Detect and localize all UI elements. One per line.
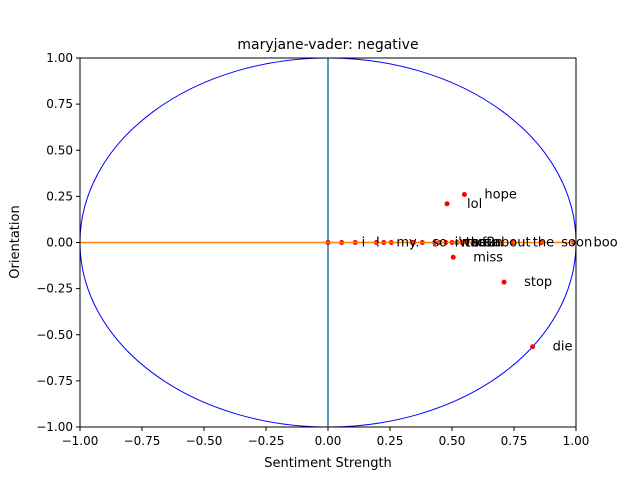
y-tick-label: 0.00: [46, 236, 73, 250]
point-label: i'm: [455, 236, 475, 251]
point-label: want: [460, 236, 492, 251]
data-point: [444, 201, 450, 207]
y-tick-label: 0.75: [46, 97, 73, 111]
y-axis: −1.00 −0.75 −0.50 −0.25 0.00 0.25 0.50 0.75 1.00: [36, 51, 80, 434]
point-label: about: [493, 236, 531, 251]
x-tick-label: 0.50: [439, 434, 466, 448]
point-label: can: [477, 236, 500, 251]
point-label: 2: [487, 236, 495, 251]
point-label: fun: [482, 236, 503, 251]
point-label: so: [472, 236, 487, 251]
y-axis-label: Orientation: [8, 205, 23, 278]
point-label: boo: [594, 236, 618, 251]
x-tick-label: 0.75: [501, 434, 528, 448]
point-label: the: [466, 236, 487, 251]
point-label: hope: [484, 188, 516, 203]
x-tick-label: −0.50: [186, 434, 223, 448]
point-label: soon: [561, 236, 592, 251]
y-tick-label: 1.00: [46, 51, 73, 65]
point-label: ..: [411, 236, 419, 251]
y-tick-label: 0.50: [46, 143, 73, 157]
point-label: !: [375, 236, 380, 251]
data-point: [530, 344, 536, 350]
point-label: my: [396, 236, 417, 251]
data-point: [461, 192, 467, 198]
point-label: stop: [524, 275, 552, 290]
x-axis-label: Sentiment Strength: [264, 456, 392, 471]
plot-area: [80, 58, 576, 427]
point-label: die: [553, 340, 573, 355]
chart-title: maryjane-vader: negative: [237, 37, 418, 53]
y-tick-label: −0.50: [36, 328, 73, 342]
point-label: lol: [467, 197, 482, 212]
x-tick-label: 0.00: [315, 434, 342, 448]
x-tick-label: −0.25: [248, 434, 285, 448]
y-tick-label: −0.75: [36, 374, 73, 388]
x-tick-label: 1.00: [563, 434, 590, 448]
point-label: the: [533, 236, 554, 251]
x-axis: −1.00 −0.75 −0.50 −0.25 0.00 0.25 0.50 0.75 1.00: [62, 427, 590, 448]
point-label: i: [362, 236, 366, 251]
data-point: [450, 254, 456, 260]
x-tick-label: −0.75: [124, 434, 161, 448]
y-tick-label: −0.25: [36, 282, 73, 296]
y-tick-label: 0.25: [46, 189, 73, 203]
x-tick-label: 0.25: [377, 434, 404, 448]
point-label: so: [432, 236, 447, 251]
y-tick-label: −1.00: [36, 420, 73, 434]
data-point: [501, 279, 507, 285]
x-tick-label: −1.00: [62, 434, 99, 448]
point-label: miss: [473, 250, 503, 265]
